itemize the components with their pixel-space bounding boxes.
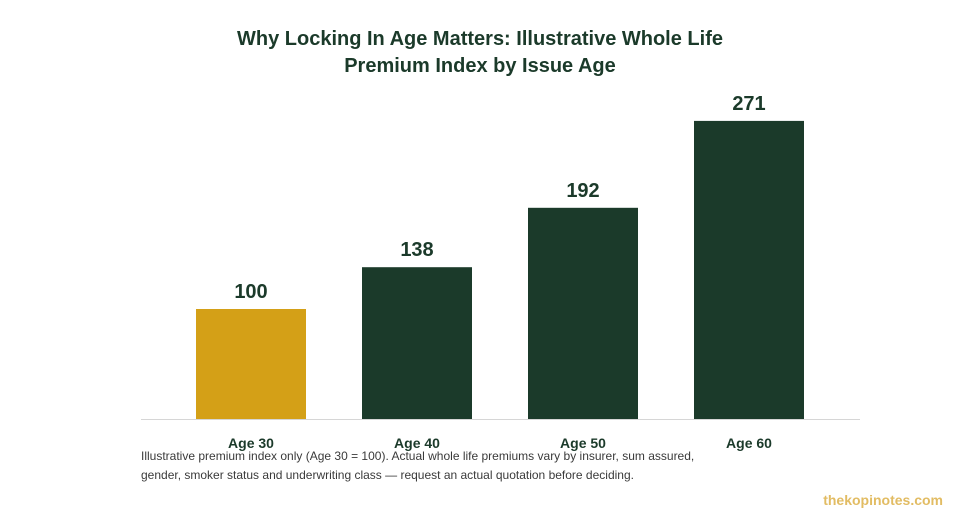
- bar-value-label: 138: [400, 239, 433, 261]
- bar-value-label: 192: [566, 180, 599, 202]
- bar-age-60: [694, 120, 804, 420]
- bar-value-label: 100: [234, 281, 267, 303]
- chart-title-line-2: Premium Index by Issue Age: [344, 55, 616, 77]
- chart-title-line-1: Why Locking In Age Matters: Illustrative…: [237, 28, 723, 50]
- footnote-line-2: gender, smoker status and underwriting c…: [141, 468, 634, 482]
- footnote-line-1: Illustrative premium index only (Age 30 …: [141, 449, 695, 463]
- x-tick-label: Age 50: [560, 435, 606, 451]
- bar-age-50: [528, 207, 638, 419]
- bar-age-40: [362, 267, 472, 419]
- watermark: thekopinotes.com: [823, 492, 943, 508]
- footnote: Illustrative premium index only (Age 30 …: [141, 447, 741, 485]
- bars-layer: 100 Age 30 138 Age 40 192 Age 50 271 Age 60: [196, 93, 804, 451]
- bar-age-30: [196, 309, 306, 419]
- bar-value-label: 271: [732, 93, 765, 115]
- x-tick-label: Age 40: [394, 435, 440, 451]
- x-tick-label: Age 60: [726, 435, 772, 451]
- x-tick-label: Age 30: [228, 435, 274, 451]
- chart-title: Why Locking In Age Matters: Illustrative…: [0, 26, 960, 80]
